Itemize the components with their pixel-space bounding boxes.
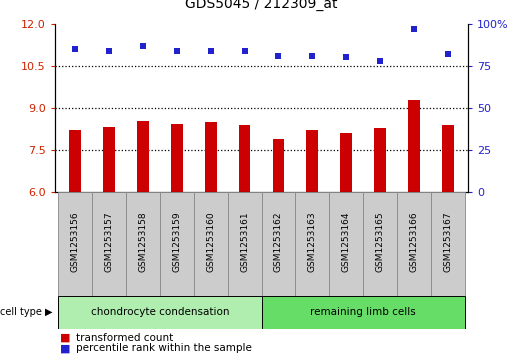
Bar — [103, 127, 115, 192]
Text: GSM1253159: GSM1253159 — [173, 212, 181, 272]
FancyBboxPatch shape — [262, 192, 295, 296]
FancyBboxPatch shape — [58, 296, 262, 329]
Text: transformed count: transformed count — [76, 333, 173, 343]
FancyBboxPatch shape — [228, 192, 262, 296]
FancyBboxPatch shape — [160, 192, 194, 296]
Text: ■: ■ — [60, 333, 71, 343]
FancyBboxPatch shape — [262, 296, 465, 329]
Bar — [306, 130, 318, 192]
Text: percentile rank within the sample: percentile rank within the sample — [76, 343, 252, 354]
Text: GSM1253157: GSM1253157 — [105, 212, 113, 272]
Bar — [442, 126, 453, 192]
FancyBboxPatch shape — [431, 192, 465, 296]
Bar — [171, 124, 183, 192]
Text: GSM1253158: GSM1253158 — [139, 212, 147, 272]
Text: ■: ■ — [60, 343, 71, 354]
Text: GSM1253156: GSM1253156 — [71, 212, 79, 272]
Text: cell type ▶: cell type ▶ — [0, 307, 52, 317]
FancyBboxPatch shape — [329, 192, 363, 296]
Bar — [374, 128, 386, 192]
Bar — [238, 125, 251, 192]
Text: GSM1253160: GSM1253160 — [206, 212, 215, 272]
Bar — [205, 122, 217, 192]
Text: GSM1253166: GSM1253166 — [410, 212, 418, 272]
Text: chondrocyte condensation: chondrocyte condensation — [90, 307, 229, 317]
Text: GSM1253163: GSM1253163 — [308, 212, 317, 272]
Text: GSM1253162: GSM1253162 — [274, 212, 283, 272]
Text: GSM1253161: GSM1253161 — [240, 212, 249, 272]
Bar — [70, 131, 81, 192]
FancyBboxPatch shape — [58, 192, 92, 296]
Bar — [137, 121, 149, 192]
FancyBboxPatch shape — [295, 192, 329, 296]
Text: GSM1253165: GSM1253165 — [376, 212, 384, 272]
FancyBboxPatch shape — [363, 192, 397, 296]
Bar — [340, 133, 352, 192]
Text: remaining limb cells: remaining limb cells — [310, 307, 416, 317]
Bar — [272, 139, 285, 192]
FancyBboxPatch shape — [397, 192, 431, 296]
FancyBboxPatch shape — [194, 192, 228, 296]
Bar — [408, 99, 420, 192]
Text: GDS5045 / 212309_at: GDS5045 / 212309_at — [185, 0, 338, 11]
Text: GSM1253164: GSM1253164 — [342, 212, 350, 272]
FancyBboxPatch shape — [92, 192, 126, 296]
FancyBboxPatch shape — [126, 192, 160, 296]
Text: GSM1253167: GSM1253167 — [444, 212, 452, 272]
